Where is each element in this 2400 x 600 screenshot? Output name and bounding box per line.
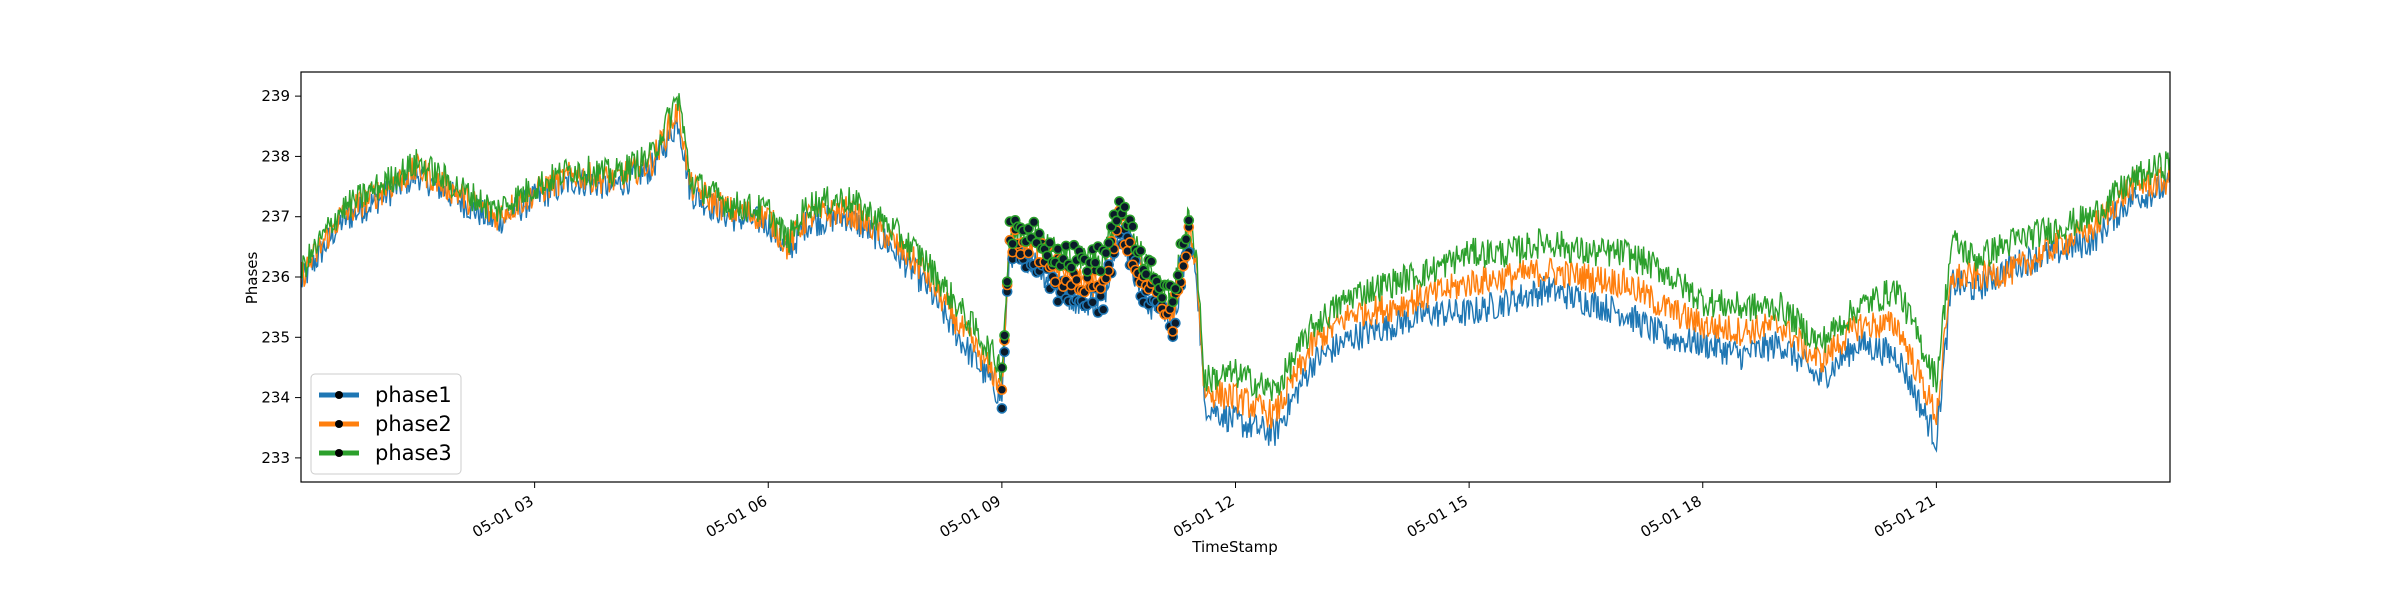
data-point-phase1 bbox=[1098, 304, 1109, 315]
y-tick-label: 237 bbox=[261, 208, 290, 226]
y-tick-label: 238 bbox=[261, 147, 290, 165]
data-point-phase2 bbox=[1167, 326, 1179, 337]
data-point-phase3 bbox=[1111, 215, 1122, 227]
series-line-phase3 bbox=[301, 93, 2170, 401]
data-point-phase3 bbox=[1167, 296, 1179, 308]
legend-box bbox=[310, 373, 462, 475]
data-point-phase3 bbox=[1119, 201, 1130, 213]
series-line-phase2 bbox=[301, 95, 2170, 429]
legend-marker-phase3 bbox=[335, 449, 343, 457]
data-point-phase3 bbox=[1028, 216, 1040, 228]
data-point-phase1 bbox=[999, 346, 1010, 358]
legend-marker-phase2 bbox=[335, 420, 343, 428]
data-point-phase3 bbox=[996, 362, 1008, 374]
legend-item-phase1: phase1 bbox=[319, 383, 452, 407]
data-point-phase2 bbox=[1180, 251, 1192, 262]
data-point-phase2 bbox=[1023, 247, 1034, 259]
data-point-phase3 bbox=[1180, 233, 1192, 245]
data-point-phase3 bbox=[1127, 221, 1138, 232]
data-point-phase3 bbox=[1090, 257, 1101, 269]
legend-label-phase2: phase2 bbox=[375, 412, 452, 436]
data-point-phase2 bbox=[996, 384, 1008, 396]
legend-item-phase2: phase2 bbox=[319, 412, 452, 436]
data-point-phase3 bbox=[999, 330, 1010, 341]
marker-layer bbox=[996, 196, 1195, 414]
data-point-phase3 bbox=[1183, 215, 1195, 226]
series-layer bbox=[301, 93, 2170, 453]
data-point-phase3 bbox=[1034, 228, 1045, 239]
y-tick-label: 233 bbox=[261, 449, 290, 467]
data-point-phase1 bbox=[1087, 296, 1098, 308]
data-point-phase3 bbox=[1044, 237, 1056, 248]
legend-label-phase1: phase1 bbox=[375, 383, 452, 407]
data-point-phase2 bbox=[1178, 260, 1189, 272]
data-point-phase3 bbox=[1172, 269, 1184, 281]
data-point-phase3 bbox=[1095, 265, 1106, 277]
data-point-phase3 bbox=[1082, 266, 1093, 277]
data-point-phase3 bbox=[1001, 276, 1013, 288]
data-point-phase1 bbox=[996, 403, 1008, 414]
data-point-phase2 bbox=[1124, 237, 1136, 248]
y-tick-label: 239 bbox=[261, 87, 290, 105]
x-axis-label: TimeStamp bbox=[1191, 538, 1277, 556]
y-tick-label: 236 bbox=[261, 268, 290, 286]
data-point-phase3 bbox=[1066, 262, 1077, 273]
legend: phase1 phase2 phase3 bbox=[310, 373, 462, 475]
y-axis-label: Phases bbox=[243, 252, 261, 305]
y-tick-label: 234 bbox=[261, 389, 290, 407]
y-tick-label: 235 bbox=[261, 328, 290, 346]
legend-label-phase3: phase3 bbox=[375, 441, 452, 465]
data-point-phase3 bbox=[1170, 283, 1181, 295]
data-point-phase3 bbox=[1103, 237, 1114, 249]
data-point-phase3 bbox=[1135, 245, 1146, 256]
data-point-phase2 bbox=[1050, 276, 1061, 288]
data-point-phase3 bbox=[1007, 238, 1018, 250]
data-point-phase3 bbox=[1156, 292, 1168, 304]
legend-marker-phase1 bbox=[335, 391, 343, 399]
legend-item-phase3: phase3 bbox=[319, 441, 452, 465]
data-point-phase2 bbox=[1071, 274, 1082, 286]
data-point-phase3 bbox=[1146, 256, 1157, 267]
data-point-phase3 bbox=[1100, 247, 1112, 259]
